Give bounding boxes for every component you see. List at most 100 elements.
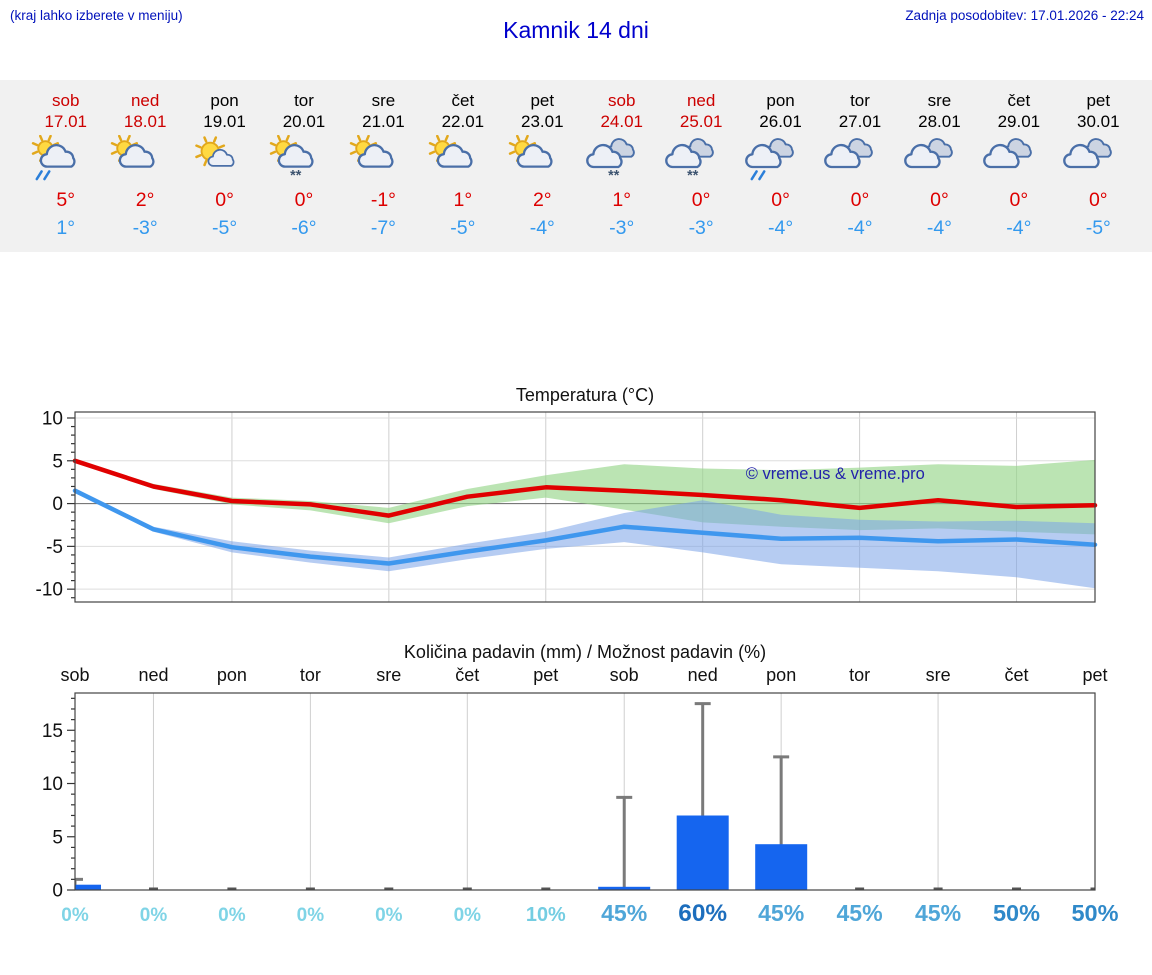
day-date: 20.01: [282, 112, 326, 131]
precipitation-chart: sob ned pon tor sre čet pet sob ned pon tor sre čet p…: [42, 665, 1119, 927]
day-column-28.01: sre 28.01 0° -4°: [900, 90, 979, 240]
temp-y-tick-label: -5: [46, 537, 63, 558]
day-name: čet: [1007, 91, 1031, 110]
precip-probability: 50%: [993, 900, 1040, 926]
max-temperature: 2°: [135, 189, 155, 211]
day-column-23.01: pet 23.01 2° -4°: [503, 90, 582, 240]
precip-probability: 45%: [758, 900, 804, 926]
precip-day-label: pet: [533, 665, 558, 685]
precip-day-label: tor: [300, 665, 321, 685]
precip-day-label: sre: [376, 665, 401, 685]
precipitation-chart-title: Količina padavin (mm) / Možnost padavin …: [403, 642, 767, 662]
cloud-icon: [1059, 135, 1138, 185]
cloud-snow-icon: **: [582, 135, 661, 185]
precip-bar: [598, 886, 651, 890]
day-column-24.01: sob 24.01 ** 1° -3°: [582, 90, 661, 240]
min-temperature: -5°: [211, 217, 238, 239]
day-name: pet: [1086, 91, 1111, 110]
location-hint: (kraj lahko izberete v meniju): [10, 8, 183, 23]
day-column-17.01: sob 17.01 5° 1°: [26, 90, 105, 240]
precip-day-label: sob: [60, 665, 89, 685]
day-name: sre: [927, 91, 952, 110]
day-column-20.01: tor 20.01 ** 0° -6°: [264, 90, 343, 240]
day-name: sre: [371, 91, 396, 110]
day-column-30.01: pet 30.01 0° -5°: [1059, 90, 1138, 240]
day-column-18.01: ned 18.01 2° -3°: [105, 90, 184, 240]
precip-probability: 50%: [1071, 900, 1118, 926]
min-temperature: -4°: [1006, 217, 1032, 239]
precip-day-label: čet: [455, 665, 479, 685]
sun-cloud-icon: [423, 135, 502, 185]
day-column-21.01: sre 21.01 -1° -7°: [344, 90, 423, 240]
max-temperature: 0°: [691, 189, 711, 211]
min-temperature: -3°: [609, 217, 635, 239]
max-temperature: 0°: [294, 189, 314, 211]
min-temperature: 1°: [56, 217, 76, 239]
sun-cloud-icon: [105, 135, 184, 185]
precip-day-label: pon: [217, 665, 247, 685]
temperature-chart: -10 -5 0 5 10 © vreme.us & vreme.pro: [36, 409, 1098, 603]
min-temperature: -5°: [450, 217, 476, 239]
last-update: Zadnja posodobitev: 17.01.2026 - 22:24: [905, 8, 1144, 23]
precip-bar: [755, 844, 808, 890]
day-date: 21.01: [362, 112, 405, 131]
day-name: pon: [766, 91, 795, 110]
temp-y-tick-label: 5: [52, 451, 63, 472]
day-date: 29.01: [997, 112, 1041, 131]
precip-probability: 0%: [454, 905, 482, 926]
day-date: 28.01: [918, 112, 961, 131]
day-date: 22.01: [441, 112, 485, 131]
precip-day-label: sob: [610, 665, 639, 685]
precip-day-label: ned: [688, 665, 718, 685]
precip-probability: 60%: [678, 900, 727, 927]
min-temperature-line: [72, 488, 1098, 566]
precip-probability: 0%: [297, 905, 325, 926]
day-column-25.01: ned 25.01 ** 0° -3°: [661, 90, 740, 240]
day-name: ned: [130, 91, 160, 110]
day-column-22.01: čet 22.01 1° -5°: [423, 90, 502, 240]
precip-probability: 45%: [836, 900, 882, 926]
day-date: 25.01: [679, 112, 723, 131]
precip-probability: 45%: [915, 900, 961, 926]
precip-probability: 0%: [61, 905, 89, 926]
day-name: sob: [608, 91, 636, 110]
day-column-26.01: pon 26.01 0° -4°: [741, 90, 820, 240]
day-name: sob: [52, 91, 80, 110]
precip-probability: 45%: [601, 900, 647, 926]
max-temperature: 5°: [56, 189, 76, 211]
precip-y-tick-label: 0: [52, 881, 63, 902]
forecast-strip: sob 17.01 5° 1° ned 18.01 2° -3° pon 19.01 0° -5° to…: [0, 80, 1152, 252]
precip-probability: 0%: [375, 905, 403, 926]
max-temperature: 0°: [1088, 189, 1108, 211]
sun-cloud-icon: [503, 135, 582, 185]
cloud-rain-icon: [741, 135, 820, 185]
svg-text:**: **: [290, 168, 302, 181]
svg-text:**: **: [688, 168, 700, 181]
svg-text:**: **: [608, 168, 620, 181]
precip-probability: 10%: [526, 904, 566, 926]
day-name: ned: [686, 91, 716, 110]
day-name: tor: [850, 91, 870, 110]
max-temperature: 2°: [532, 189, 552, 211]
min-temperature: -3°: [132, 217, 158, 239]
sun-cloud-icon: [344, 135, 423, 185]
day-date: 19.01: [203, 112, 246, 131]
precip-y-tick-label: 10: [42, 774, 63, 795]
max-temperature: -1°: [370, 189, 396, 211]
min-temperature: -7°: [370, 217, 396, 239]
sun-small-cloud-icon: [185, 135, 264, 185]
temp-y-tick-label: -10: [36, 580, 63, 601]
max-temperature: 1°: [612, 189, 632, 211]
precip-y-tick-label: 15: [42, 721, 63, 742]
max-temperature: 0°: [1009, 189, 1029, 211]
day-date: 26.01: [759, 112, 802, 131]
precip-day-label: tor: [849, 665, 870, 685]
max-temperature-line: [72, 458, 1098, 518]
day-date: 24.01: [600, 112, 643, 131]
cloud-icon: [820, 135, 899, 185]
temp-y-tick-label: 10: [42, 409, 63, 430]
temperature-chart-title: Temperatura (°C): [515, 385, 655, 405]
max-temperature: 0°: [771, 189, 790, 211]
precip-day-label: pon: [766, 665, 796, 685]
day-name: tor: [294, 91, 314, 110]
